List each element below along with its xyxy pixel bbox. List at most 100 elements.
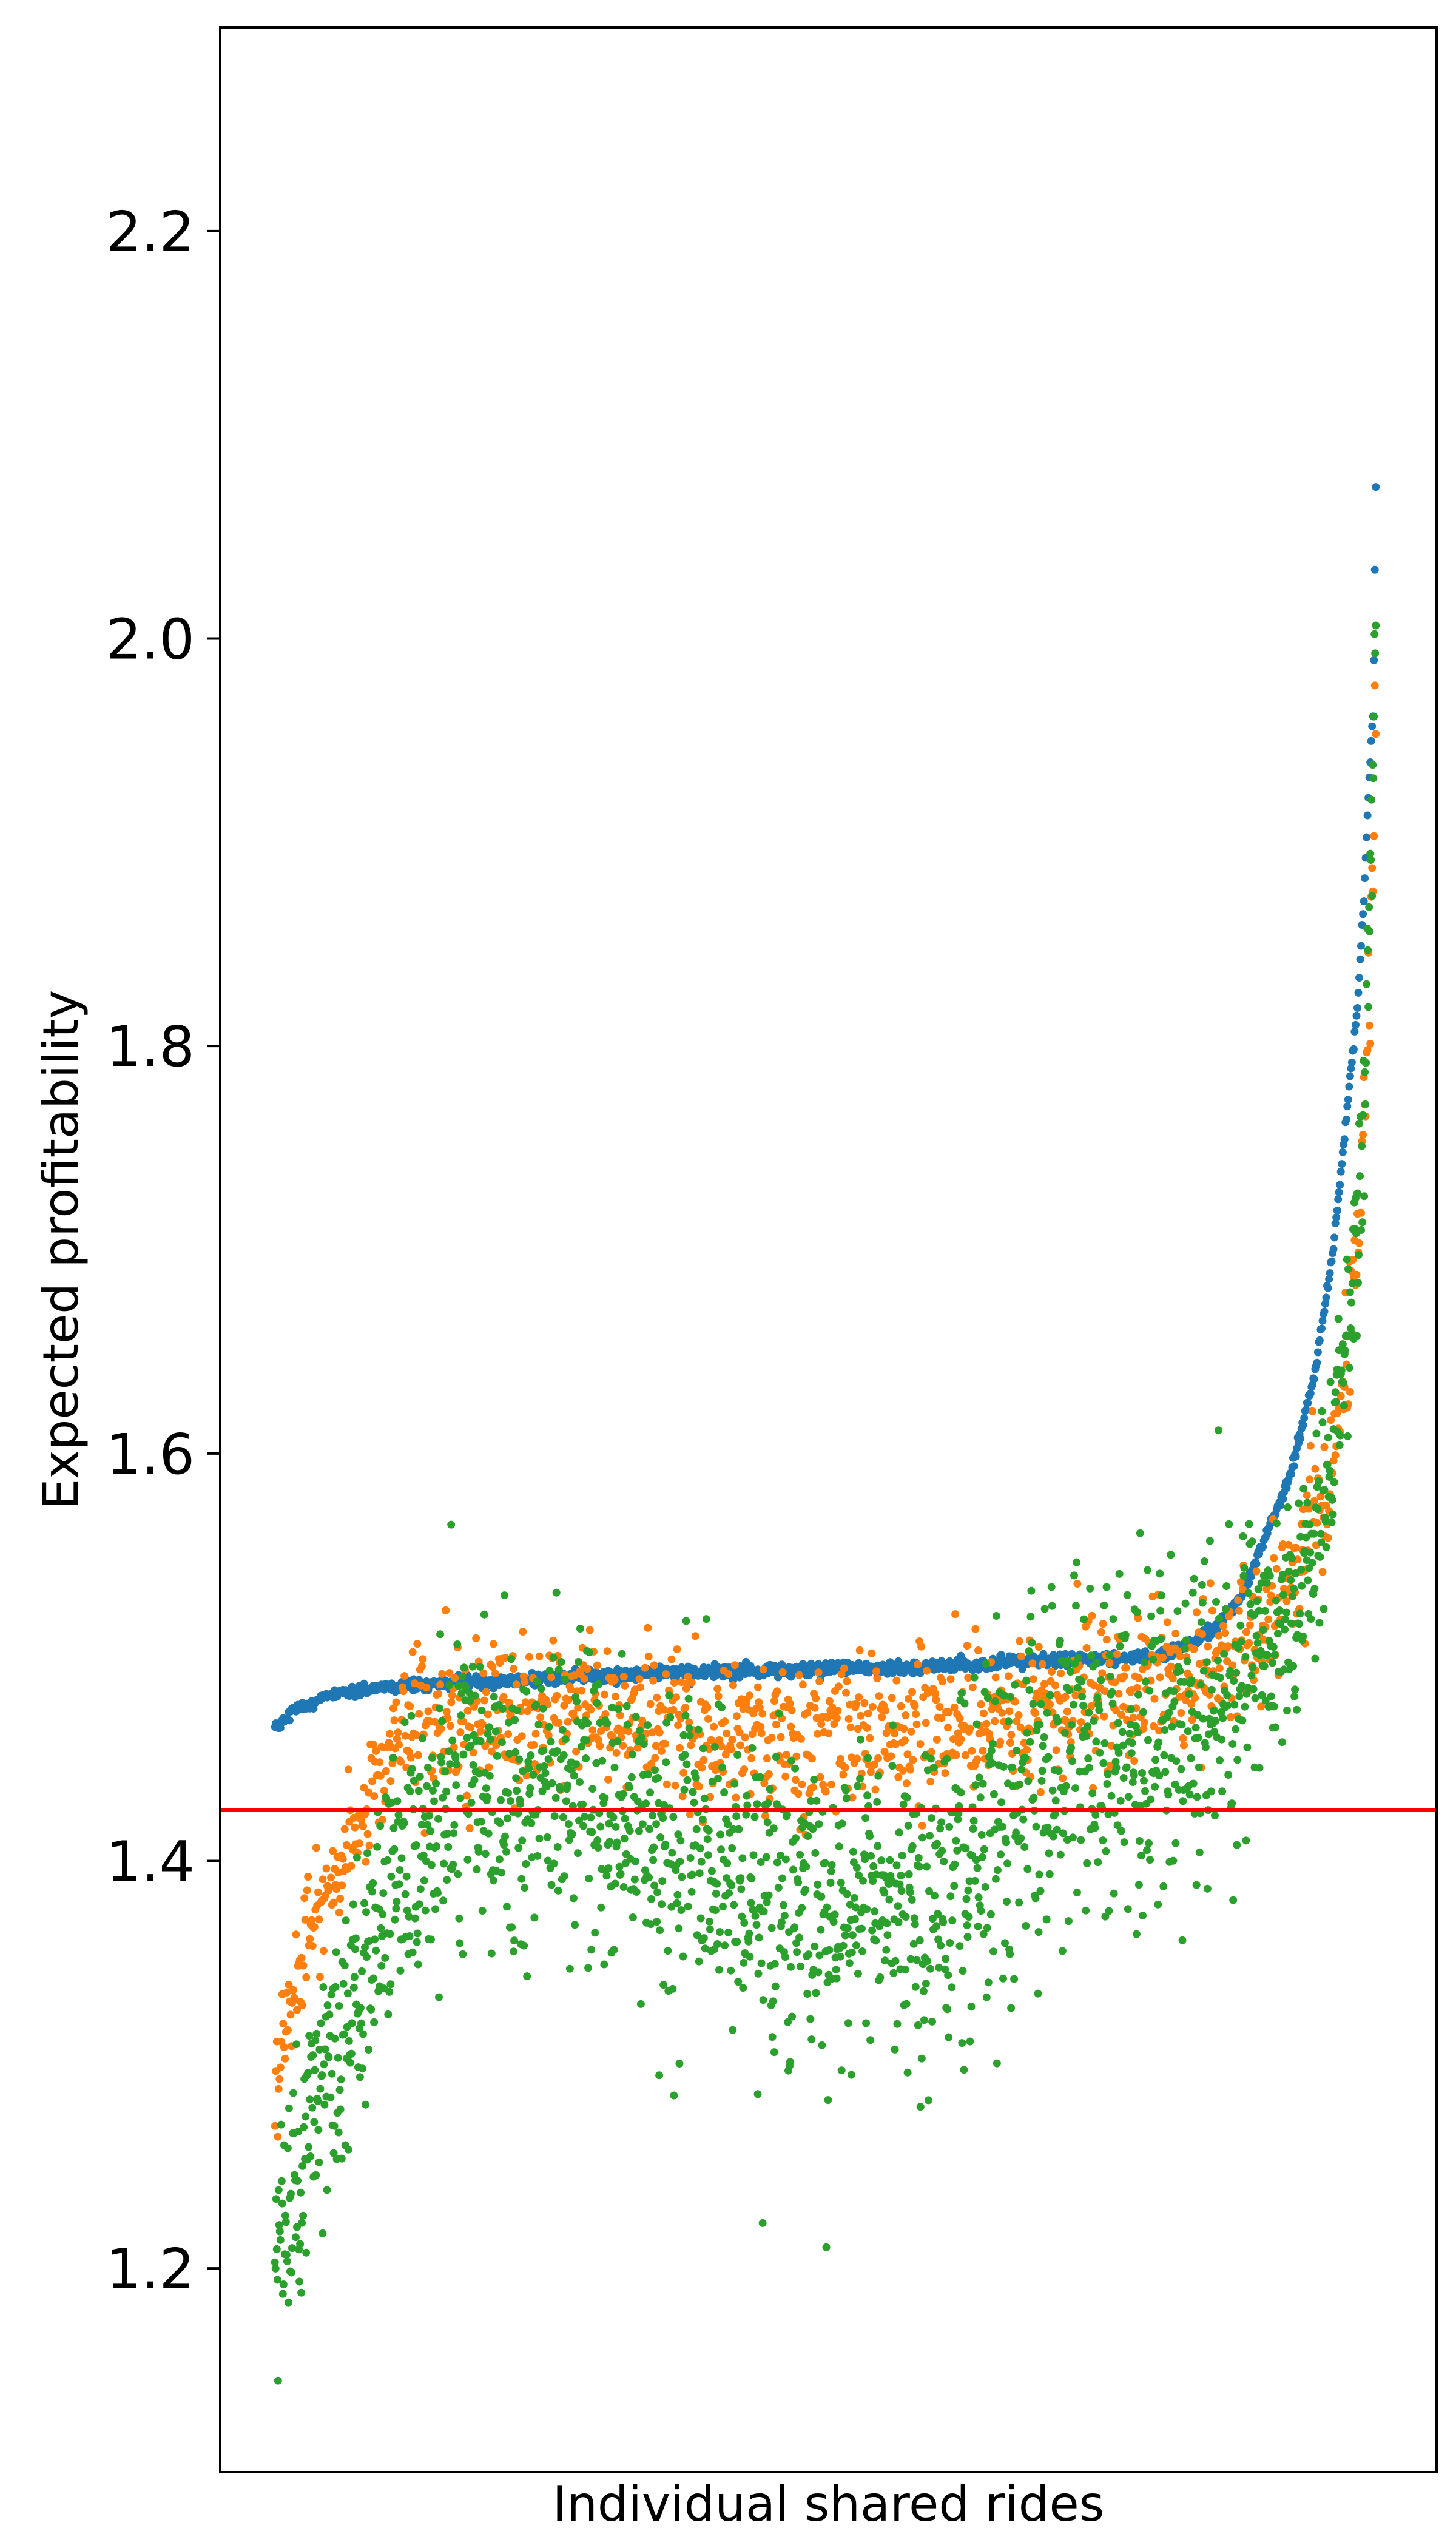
data-point xyxy=(859,1876,867,1885)
data-point xyxy=(1342,1116,1350,1124)
data-point xyxy=(594,1736,602,1744)
data-point xyxy=(1323,1460,1332,1469)
data-point xyxy=(823,1903,831,1912)
data-point xyxy=(1067,1744,1075,1752)
data-point xyxy=(936,1824,945,1833)
data-point xyxy=(484,1829,493,1838)
data-point xyxy=(505,1718,513,1727)
data-point xyxy=(1320,1605,1328,1613)
data-point xyxy=(489,1640,497,1648)
data-point xyxy=(608,1704,616,1712)
data-point xyxy=(288,2268,295,2277)
data-point xyxy=(831,1910,839,1919)
data-point xyxy=(283,2144,292,2152)
data-point xyxy=(1057,1669,1065,1677)
data-point xyxy=(1306,1389,1315,1398)
data-point xyxy=(1147,1795,1155,1804)
data-point xyxy=(1185,1790,1194,1799)
data-point xyxy=(652,1820,661,1828)
data-point xyxy=(740,1958,748,1967)
data-point xyxy=(463,1707,472,1715)
data-point xyxy=(628,1750,636,1759)
data-point xyxy=(1218,1735,1226,1744)
data-point xyxy=(774,1883,783,1892)
data-point xyxy=(1134,1690,1142,1699)
data-point xyxy=(417,1662,426,1670)
data-point xyxy=(692,1825,701,1833)
data-point xyxy=(841,1764,849,1771)
data-point xyxy=(377,1924,385,1932)
data-point xyxy=(1171,1839,1180,1847)
data-point xyxy=(675,1924,683,1933)
data-point xyxy=(1304,1576,1312,1585)
data-point xyxy=(644,1653,653,1660)
data-point xyxy=(1017,1834,1025,1842)
data-point xyxy=(727,1966,735,1975)
data-point xyxy=(881,1956,889,1965)
data-point xyxy=(988,1705,996,1713)
data-point xyxy=(717,1845,725,1854)
data-point xyxy=(286,2010,295,2019)
data-point xyxy=(1087,1702,1096,1710)
data-point xyxy=(637,1733,645,1742)
data-point xyxy=(718,1763,726,1771)
data-point xyxy=(686,1731,694,1740)
data-point xyxy=(1159,1653,1167,1662)
data-point xyxy=(436,1630,445,1639)
data-point xyxy=(1211,1812,1219,1819)
data-point xyxy=(396,1966,405,1975)
data-point xyxy=(980,1688,989,1696)
data-point xyxy=(1090,1717,1098,1725)
plot-frame xyxy=(219,26,1438,2473)
data-point xyxy=(905,1870,913,1878)
data-point xyxy=(370,1792,379,1801)
data-point xyxy=(937,1714,946,1722)
data-point xyxy=(1103,1780,1111,1788)
data-point xyxy=(605,1838,614,1846)
data-point xyxy=(1097,1628,1105,1636)
data-point xyxy=(1346,1072,1354,1080)
data-point xyxy=(1098,1669,1107,1677)
data-point xyxy=(1320,1486,1329,1494)
data-point xyxy=(560,1872,568,1881)
data-point xyxy=(1283,1707,1291,1714)
data-point xyxy=(703,1835,712,1844)
data-point xyxy=(1221,1629,1230,1637)
data-point xyxy=(1363,980,1371,988)
data-point xyxy=(351,1823,359,1832)
data-point xyxy=(485,1723,493,1731)
data-point xyxy=(306,2095,314,2104)
data-point xyxy=(787,1722,795,1731)
data-point xyxy=(1181,1644,1189,1653)
data-point xyxy=(420,1876,428,1885)
data-point xyxy=(858,1947,866,1955)
data-point xyxy=(1296,1434,1305,1443)
data-point xyxy=(620,1835,629,1843)
data-point xyxy=(376,1758,384,1767)
data-point xyxy=(953,1846,962,1855)
data-point xyxy=(897,1872,905,1880)
data-point xyxy=(664,1947,672,1955)
data-point xyxy=(1078,1693,1087,1700)
data-point xyxy=(757,1959,766,1967)
data-point xyxy=(597,1903,605,1912)
data-point xyxy=(715,1736,724,1744)
data-point xyxy=(1065,1686,1073,1694)
data-point xyxy=(422,1857,430,1866)
data-point xyxy=(1079,1701,1088,1710)
data-point xyxy=(305,2032,314,2040)
data-point xyxy=(1146,1856,1154,1864)
data-point xyxy=(481,1850,490,1858)
data-point xyxy=(544,1731,553,1739)
data-point xyxy=(688,1870,696,1879)
data-point xyxy=(814,1968,823,1977)
data-point xyxy=(963,1933,972,1941)
data-point xyxy=(351,1934,360,1943)
data-point xyxy=(485,1771,494,1780)
data-point xyxy=(961,1751,969,1759)
data-point xyxy=(442,1708,451,1716)
data-point xyxy=(469,1761,477,1769)
data-point xyxy=(414,1751,422,1759)
data-point xyxy=(513,1706,522,1714)
data-point xyxy=(431,1717,439,1726)
